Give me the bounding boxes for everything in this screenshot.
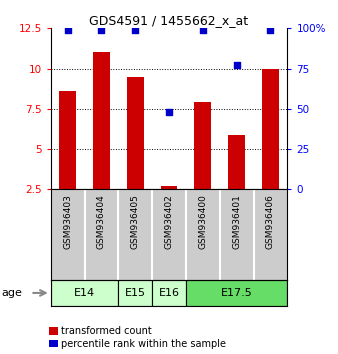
Bar	[186, 280, 287, 306]
Bar	[262, 69, 279, 189]
Text: E17.5: E17.5	[221, 288, 252, 298]
Bar	[228, 136, 245, 189]
Bar	[51, 280, 118, 306]
Text: E16: E16	[159, 288, 179, 298]
Bar	[152, 280, 186, 306]
Point	[234, 63, 239, 68]
Bar	[93, 52, 110, 189]
Title: GDS4591 / 1455662_x_at: GDS4591 / 1455662_x_at	[90, 14, 248, 27]
Text: GSM936400: GSM936400	[198, 194, 207, 249]
Text: age: age	[2, 288, 23, 298]
Text: GSM936403: GSM936403	[63, 194, 72, 249]
Point	[99, 27, 104, 33]
Point	[200, 27, 206, 33]
Legend: transformed count, percentile rank within the sample: transformed count, percentile rank withi…	[49, 326, 226, 349]
Point	[65, 27, 70, 33]
Text: GSM936401: GSM936401	[232, 194, 241, 249]
Text: E15: E15	[125, 288, 146, 298]
Bar	[127, 77, 144, 189]
Bar	[59, 91, 76, 189]
Point	[166, 109, 172, 115]
Text: E14: E14	[74, 288, 95, 298]
Text: GSM936402: GSM936402	[165, 194, 173, 249]
Bar	[118, 280, 152, 306]
Bar	[161, 186, 177, 189]
Bar	[194, 102, 211, 189]
Text: GSM936404: GSM936404	[97, 194, 106, 249]
Text: GSM936406: GSM936406	[266, 194, 275, 249]
Point	[132, 27, 138, 33]
Point	[268, 27, 273, 33]
Text: GSM936405: GSM936405	[131, 194, 140, 249]
